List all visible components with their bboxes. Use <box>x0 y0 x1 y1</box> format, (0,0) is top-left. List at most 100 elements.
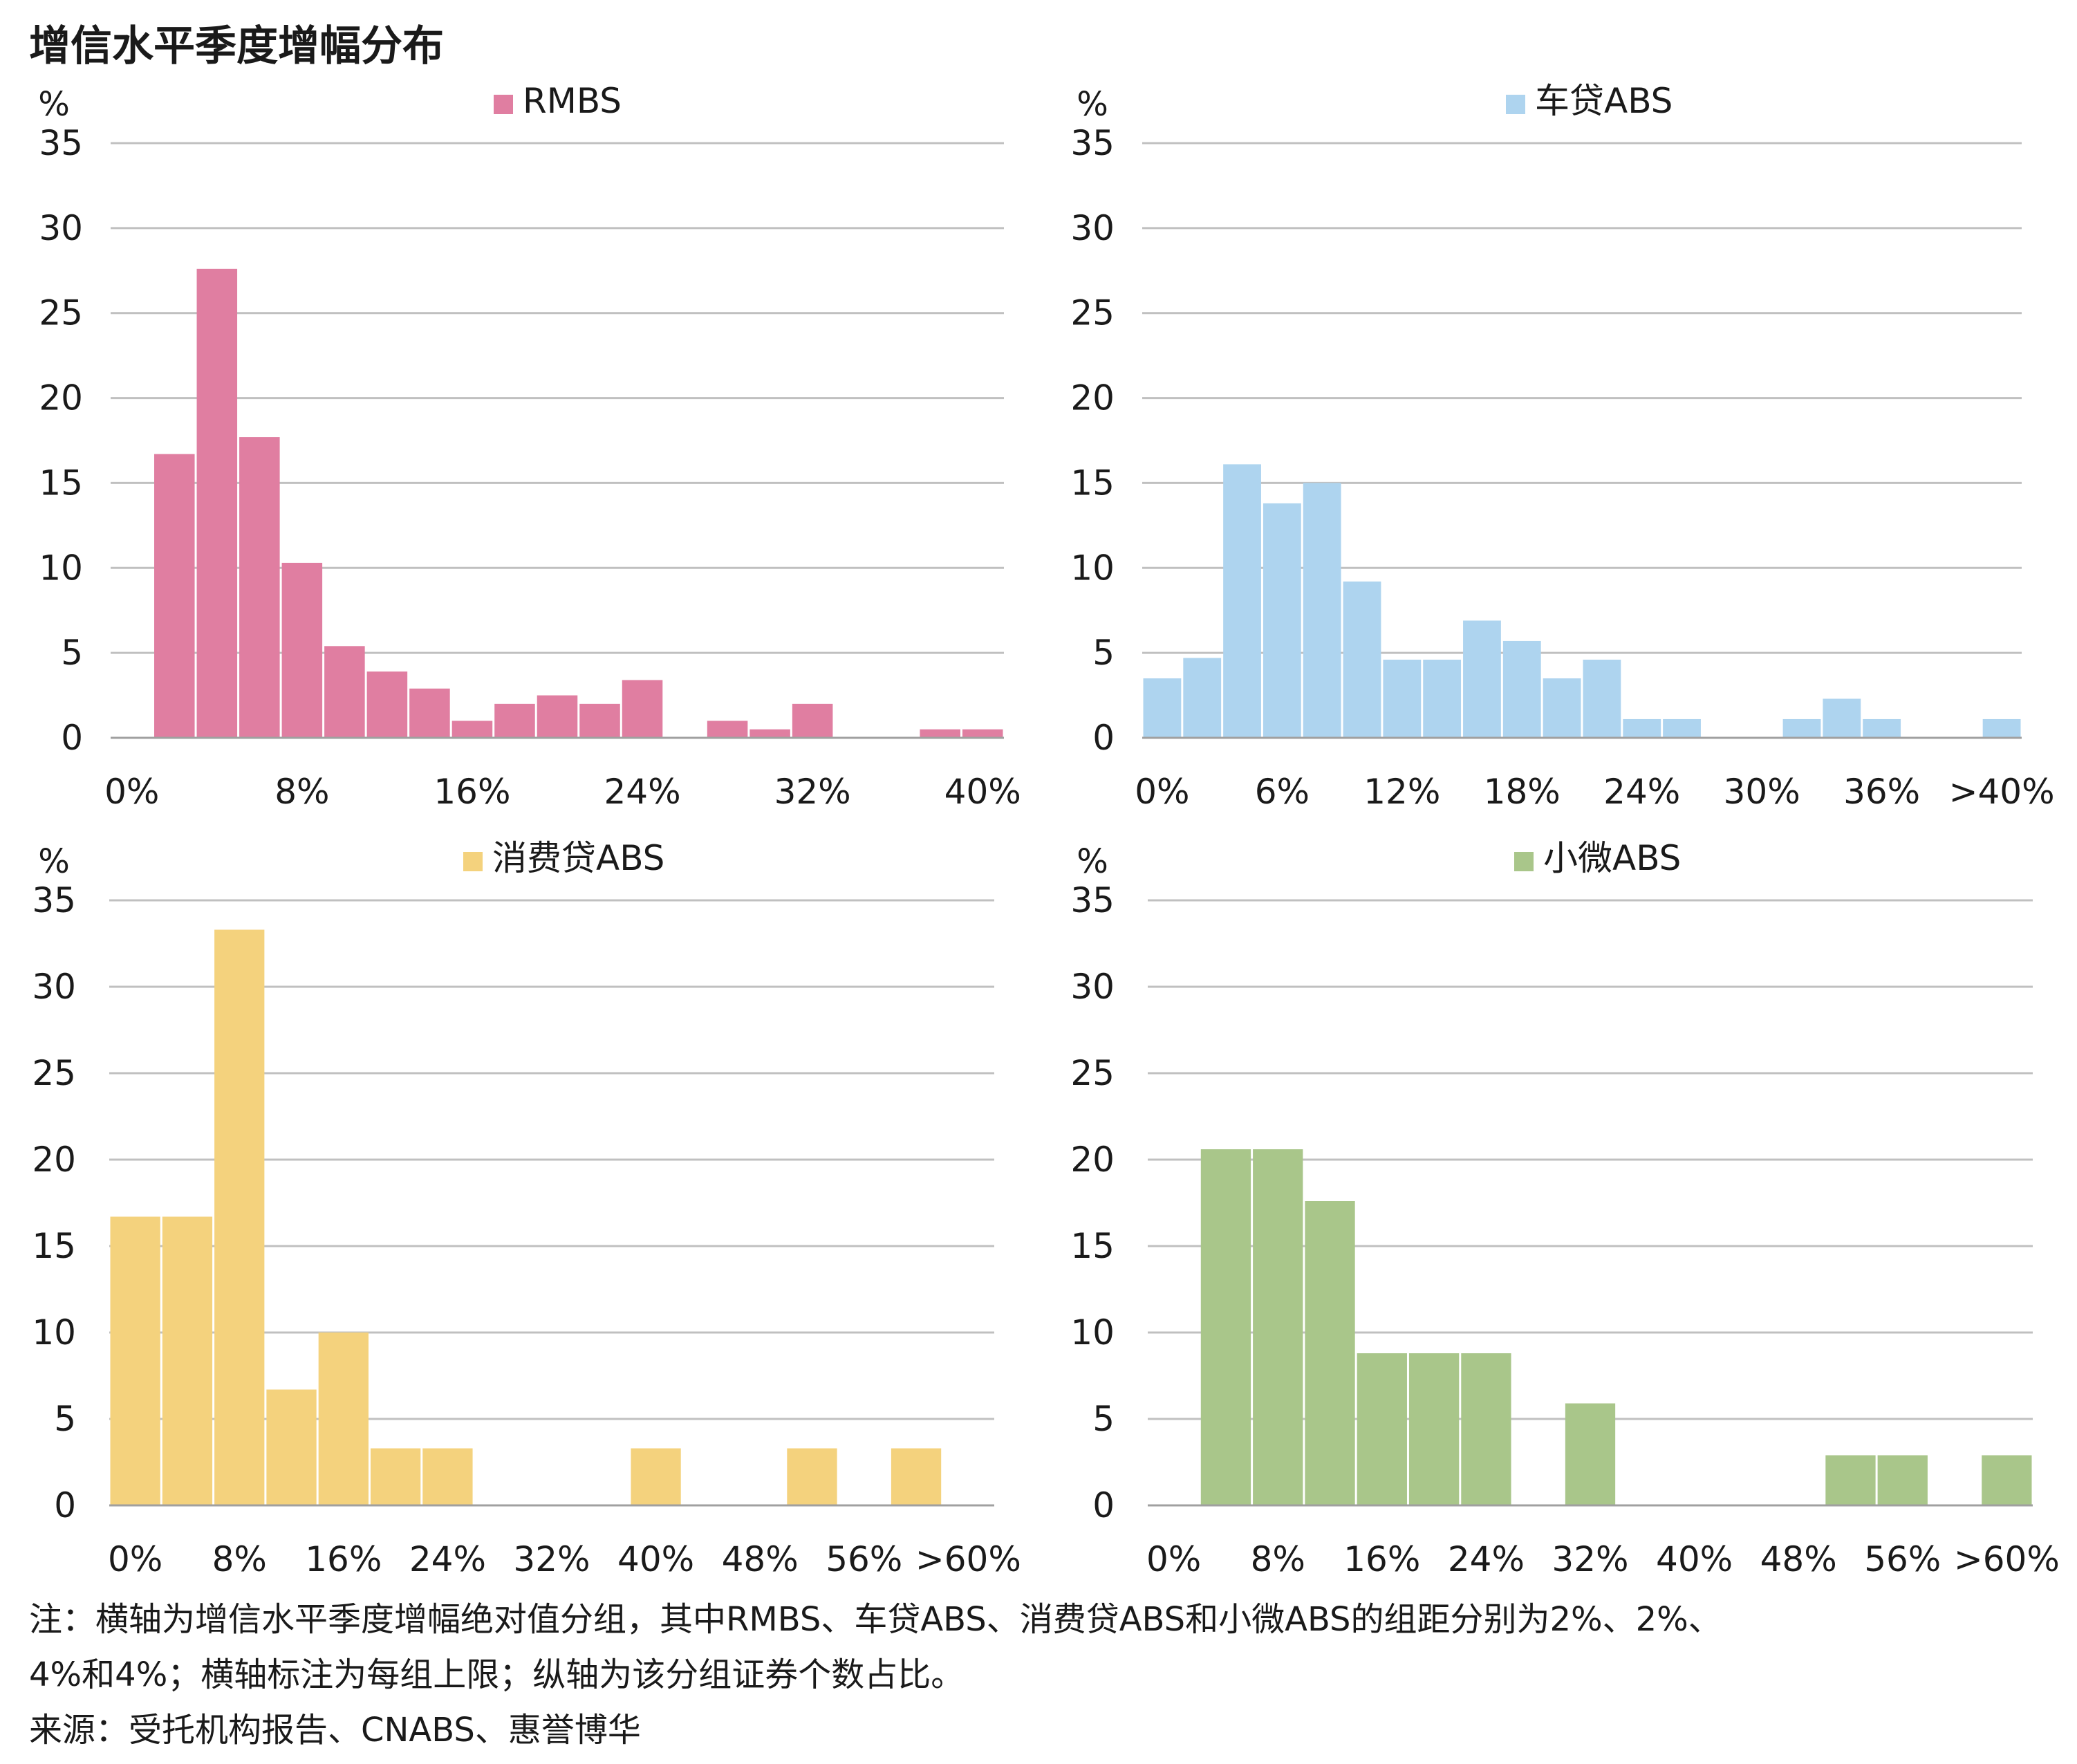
chart-source-line: 来源：受托机构报告、CNABS、惠誉博华 <box>29 1711 641 1749</box>
histogram-bar <box>1982 1455 2032 1505</box>
histogram-bar <box>1223 464 1261 738</box>
x-tick-label: 8% <box>212 1539 267 1579</box>
y-unit-label: % <box>38 85 70 124</box>
x-tick-label: 16% <box>305 1539 382 1579</box>
histogram-bar <box>1825 1455 1876 1505</box>
legend-label: 消费贷ABS <box>492 838 664 878</box>
y-tick-label: 15 <box>39 463 83 503</box>
histogram-bar <box>1502 640 1541 738</box>
x-tick-label: 0% <box>1135 772 1189 812</box>
histogram-bar <box>1543 678 1581 738</box>
y-unit-label: % <box>1077 842 1108 881</box>
y-tick-label: 5 <box>1092 633 1115 673</box>
histogram-bar <box>579 703 620 738</box>
legend-label: 小微ABS <box>1543 838 1681 878</box>
y-tick-label: 20 <box>1070 378 1115 418</box>
x-tick-label: 24% <box>409 1539 486 1579</box>
histogram-bar <box>154 454 195 738</box>
histogram-bar <box>1463 620 1501 738</box>
y-tick-label: 10 <box>32 1312 76 1353</box>
consumer-loan-abs-legend: 消费贷ABS <box>463 838 664 878</box>
chart-note-line-2: 4%和4%；横轴标注为每组上限；纵轴为该分组证券个数占比。 <box>29 1655 965 1694</box>
y-tick-label: 10 <box>39 548 83 588</box>
histogram-bar <box>1423 659 1462 738</box>
histogram-bar <box>749 729 790 738</box>
histogram-bar <box>1982 718 2021 738</box>
histogram-bar <box>1663 718 1701 738</box>
x-tick-label: 0% <box>108 1539 162 1579</box>
histogram-bar <box>422 1448 473 1505</box>
histogram-bar <box>324 646 365 738</box>
histogram-bar <box>1343 581 1381 738</box>
histogram-bar <box>110 1216 160 1505</box>
chart-note-line-1: 注：横轴为增信水平季度增幅绝对值分组，其中RMBS、车贷ABS、消费贷ABS和小… <box>29 1600 1722 1639</box>
histogram-bar <box>1183 658 1222 738</box>
auto-loan-abs-chart-svg: 0 5 10 15 20 25 30 35% 车贷ABS 0% 6% 12% 18% 24% 30% 36% >… <box>1070 81 2055 812</box>
legend-swatch <box>463 852 483 871</box>
consumer-loan-abs-histogram-panel: 0 5 10 15 20 25 30 35% 消费贷ABS 0% 8% 16% 24% 32% 40% 48%… <box>0 835 1038 1595</box>
x-tick-label: 48% <box>1760 1539 1837 1579</box>
y-tick-label: 35 <box>1070 123 1115 163</box>
legend-label: 车贷ABS <box>1535 81 1673 121</box>
consumer-loan-abs-chart-svg: 0 5 10 15 20 25 30 35% 消费贷ABS 0% 8% 16% 24% 32% 40% 48%… <box>32 838 1021 1579</box>
histogram-bar <box>196 268 238 738</box>
y-tick-label: 10 <box>1070 548 1115 588</box>
y-tick-label: 25 <box>1070 293 1115 333</box>
legend-swatch <box>1506 95 1525 114</box>
histogram-bar <box>281 562 323 738</box>
rmbs-chart-svg: 0 5 10 15 20 25 30 35% RMBS 0% 8% 16% 24% 32% 40% <box>38 81 1021 812</box>
histogram-bar <box>409 688 450 738</box>
y-tick-label: 30 <box>39 208 83 248</box>
y-tick-label: 30 <box>1070 208 1115 248</box>
histogram-bar <box>1200 1149 1251 1505</box>
small-micro-abs-chart-svg: 0 5 10 15 20 25 30 35% 小微ABS 0% 8% 16% 24% 32% 40% 48% 5… <box>1070 838 2059 1579</box>
x-tick-label: 8% <box>274 772 329 812</box>
histogram-bar <box>318 1333 369 1505</box>
x-tick-label: >60% <box>915 1539 1021 1579</box>
histogram-bar <box>631 1448 681 1505</box>
y-tick-label: 35 <box>32 880 76 920</box>
histogram-bar <box>1383 659 1422 738</box>
y-tick-label: 20 <box>1070 1140 1115 1180</box>
histogram-bar <box>1143 678 1182 738</box>
y-tick-label: 0 <box>61 718 83 758</box>
x-tick-label: 36% <box>1843 772 1920 812</box>
x-tick-label: 56% <box>826 1539 902 1579</box>
y-tick-label: 0 <box>1092 1485 1115 1525</box>
y-tick-label: 5 <box>1092 1399 1115 1439</box>
x-tick-label: 6% <box>1255 772 1310 812</box>
y-tick-label: 30 <box>1070 967 1115 1007</box>
y-tick-label: 5 <box>61 633 83 673</box>
histogram-bar <box>1357 1353 1407 1505</box>
y-unit-label: % <box>1077 85 1108 124</box>
x-tick-label: 40% <box>1656 1539 1733 1579</box>
y-tick-label: 35 <box>39 123 83 163</box>
x-tick-label: 32% <box>513 1539 590 1579</box>
x-tick-label: 0% <box>104 772 159 812</box>
y-tick-label: 25 <box>39 293 83 333</box>
histogram-bar <box>1253 1149 1303 1505</box>
histogram-bar <box>1565 1403 1616 1505</box>
histogram-bar <box>239 437 280 738</box>
histogram-bar <box>214 929 265 1505</box>
auto-loan-abs-histogram-panel: 0 5 10 15 20 25 30 35% 车贷ABS 0% 6% 12% 18% 24% 30% 36% >… <box>1038 71 2077 831</box>
y-tick-label: 30 <box>32 967 76 1007</box>
x-tick-label: 24% <box>1603 772 1680 812</box>
y-tick-label: 15 <box>1070 1226 1115 1266</box>
histogram-bar <box>787 1448 837 1505</box>
histogram-bar <box>1623 718 1661 738</box>
histogram-bar <box>1583 659 1621 738</box>
x-tick-label: 0% <box>1146 1539 1201 1579</box>
histogram-bar <box>537 695 578 738</box>
x-tick-label: >40% <box>1949 772 2055 812</box>
x-tick-label: 16% <box>1343 1539 1420 1579</box>
histogram-bar <box>891 1448 942 1505</box>
chart-main-title: 增信水平季度增幅分布 <box>29 22 444 71</box>
x-tick-label: 40% <box>617 1539 694 1579</box>
legend-swatch <box>1514 852 1534 871</box>
histogram-bar <box>494 703 535 738</box>
histogram-bar <box>622 680 663 738</box>
rmbs-histogram-panel: 0 5 10 15 20 25 30 35% RMBS 0% 8% 16% 24% 32% 40% <box>0 71 1038 831</box>
histogram-bar <box>266 1389 317 1505</box>
histogram-bar <box>1461 1353 1511 1505</box>
